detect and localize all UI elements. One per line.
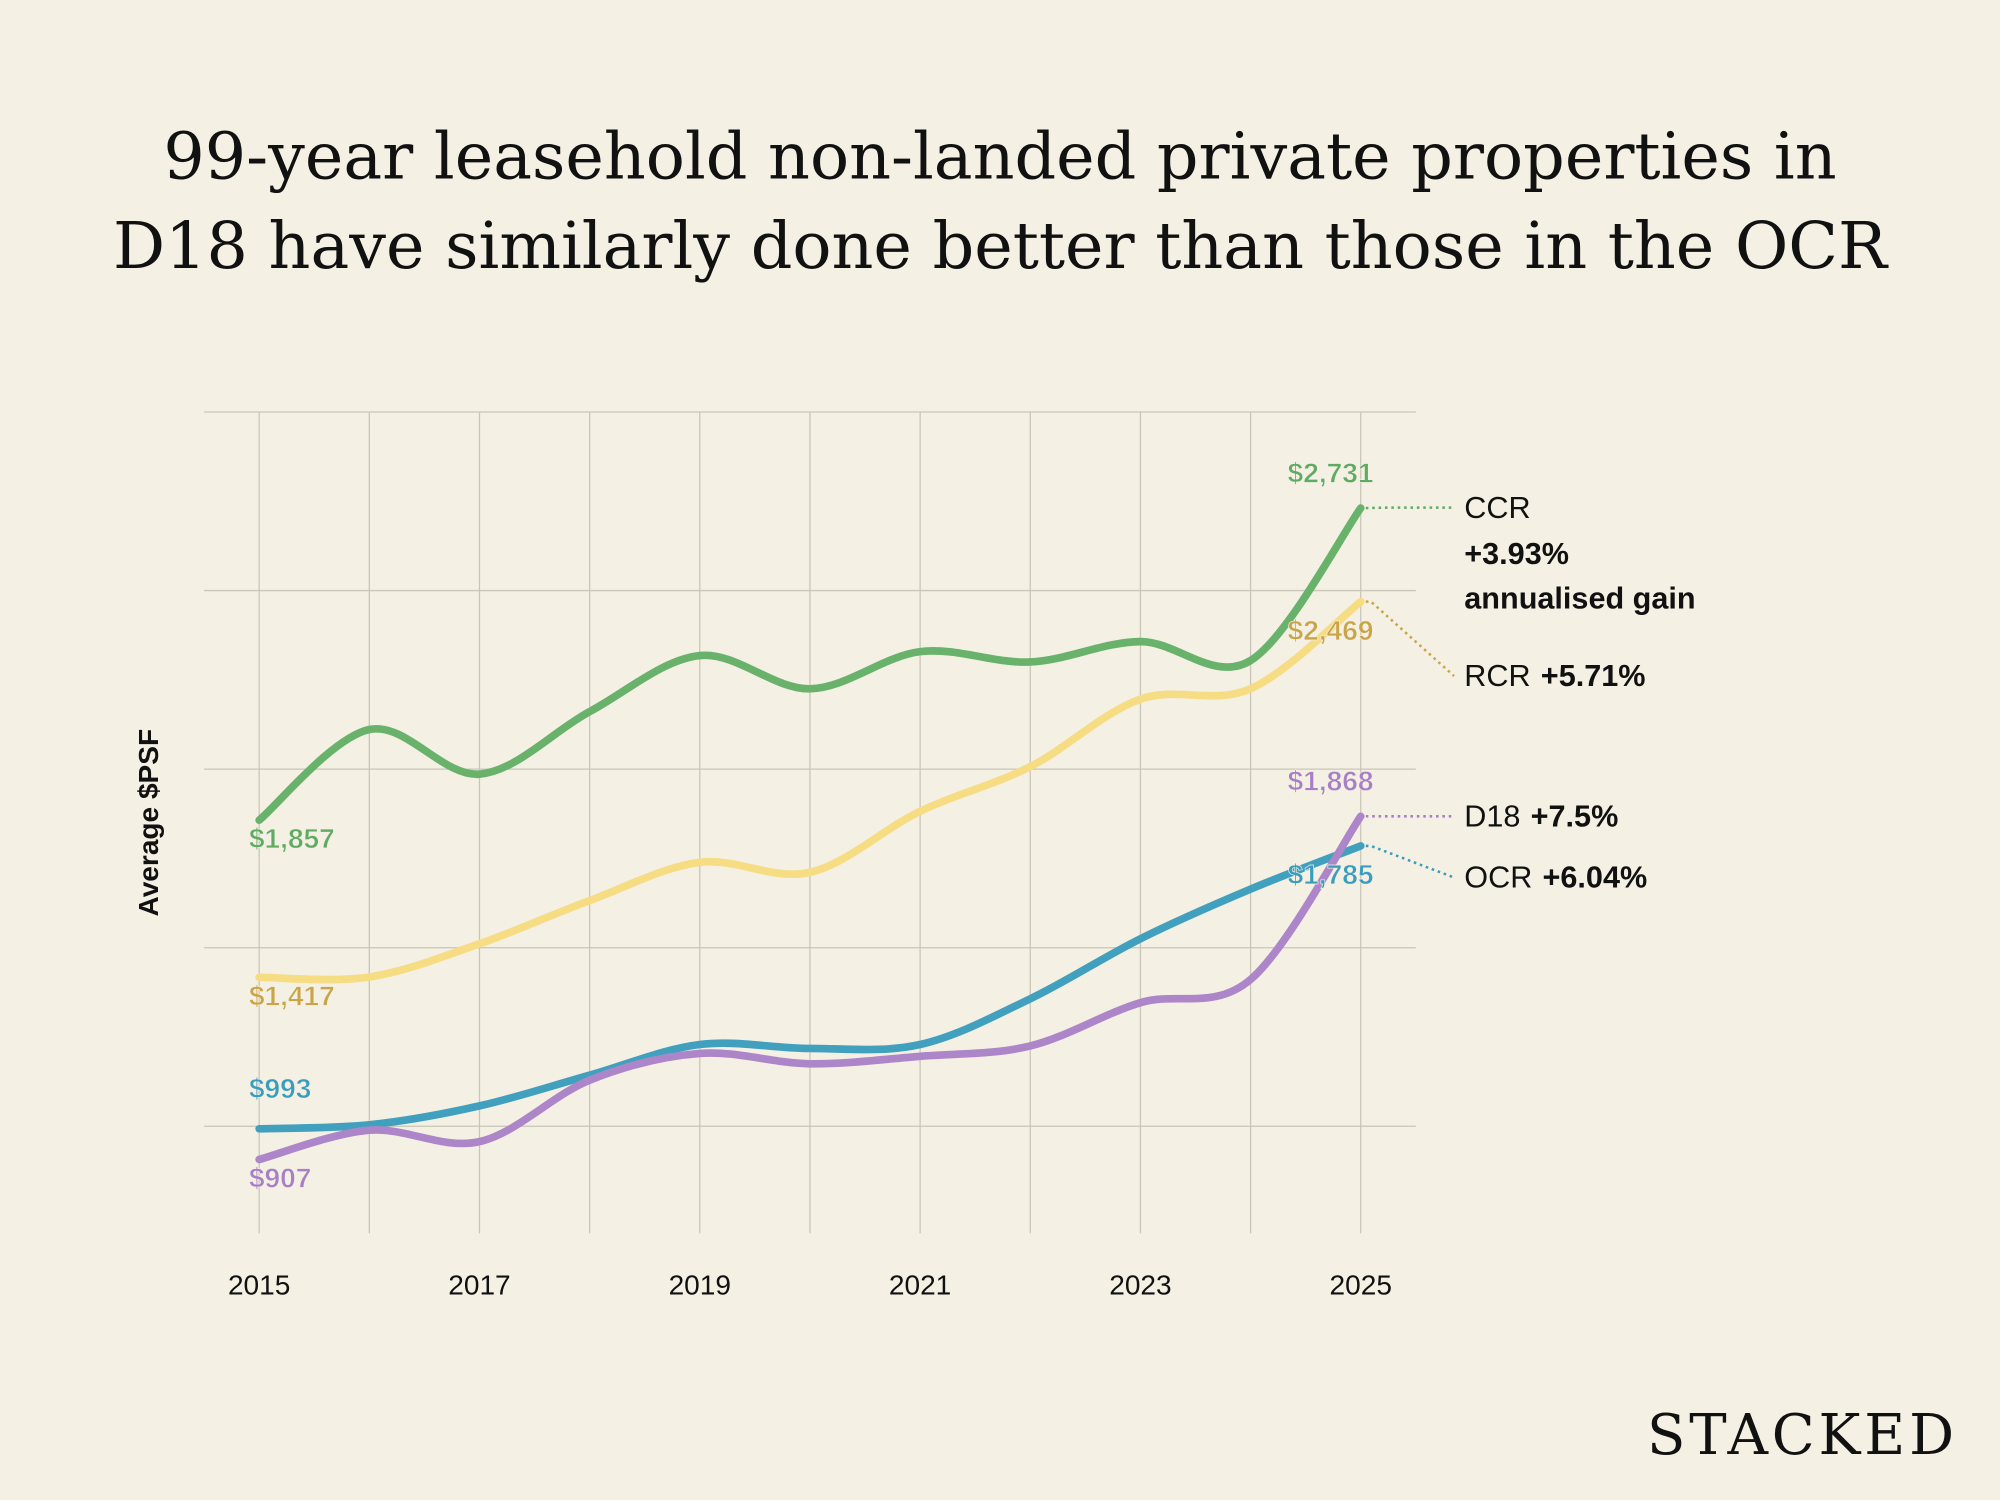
y-axis-label: Average $PSF: [133, 729, 164, 917]
value-label: $907: [249, 1163, 311, 1194]
annotation-leader: [1365, 600, 1455, 677]
legend-gain: +5.71%: [1541, 659, 1646, 693]
legend-gain: +6.04%: [1543, 861, 1648, 895]
grid: [204, 411, 1416, 1234]
x-tick-label: 2023: [1109, 1270, 1171, 1301]
value-label: $2,731: [1288, 458, 1374, 489]
legend-name: OCR: [1464, 861, 1532, 895]
series-line: [255, 812, 1365, 1164]
legend-entry: OCR +6.04%: [1464, 861, 1647, 895]
legend-gain-note: annualised gain: [1464, 581, 1695, 615]
legend-name: RCR: [1464, 659, 1530, 693]
value-label: $2,469: [1288, 615, 1374, 646]
value-label: $1,417: [249, 980, 335, 1011]
x-tick-label: 2021: [889, 1270, 951, 1301]
value-label: $1,857: [249, 823, 335, 854]
value-label: $1,785: [1288, 859, 1374, 890]
legend-entry: RCR +5.71%: [1464, 659, 1645, 693]
chart-title: D18 have similarly done better than thos…: [113, 209, 1889, 284]
value-label: $1,868: [1288, 766, 1374, 797]
legend-entry: CCR: [1464, 491, 1530, 525]
x-tick-label: 2017: [448, 1270, 510, 1301]
series-line: [255, 842, 1365, 1133]
lines: [255, 504, 1365, 1164]
legend-name: D18: [1464, 800, 1520, 834]
brand: STACKED: [1647, 1403, 1958, 1468]
annotation-leader: [1365, 844, 1455, 879]
legend-gain: +3.93%: [1464, 537, 1569, 571]
series-line: [255, 597, 1365, 984]
legend-name: CCR: [1464, 491, 1530, 525]
series-line: [255, 504, 1365, 825]
x-tick-label: 2015: [228, 1270, 290, 1301]
legend-entry: D18 +7.5%: [1464, 800, 1618, 834]
chart-title: 99-year leasehold non-landed private pro…: [163, 120, 1836, 195]
labels: 2015 2017 2019 2021 2023 2025 $1,857 $2,731 CCR +…: [228, 457, 1696, 1301]
legend-gain: +7.5%: [1531, 800, 1619, 834]
x-tick-label: 2019: [669, 1270, 731, 1301]
value-label: $993: [249, 1073, 311, 1104]
x-tick-label: 2025: [1330, 1270, 1392, 1301]
